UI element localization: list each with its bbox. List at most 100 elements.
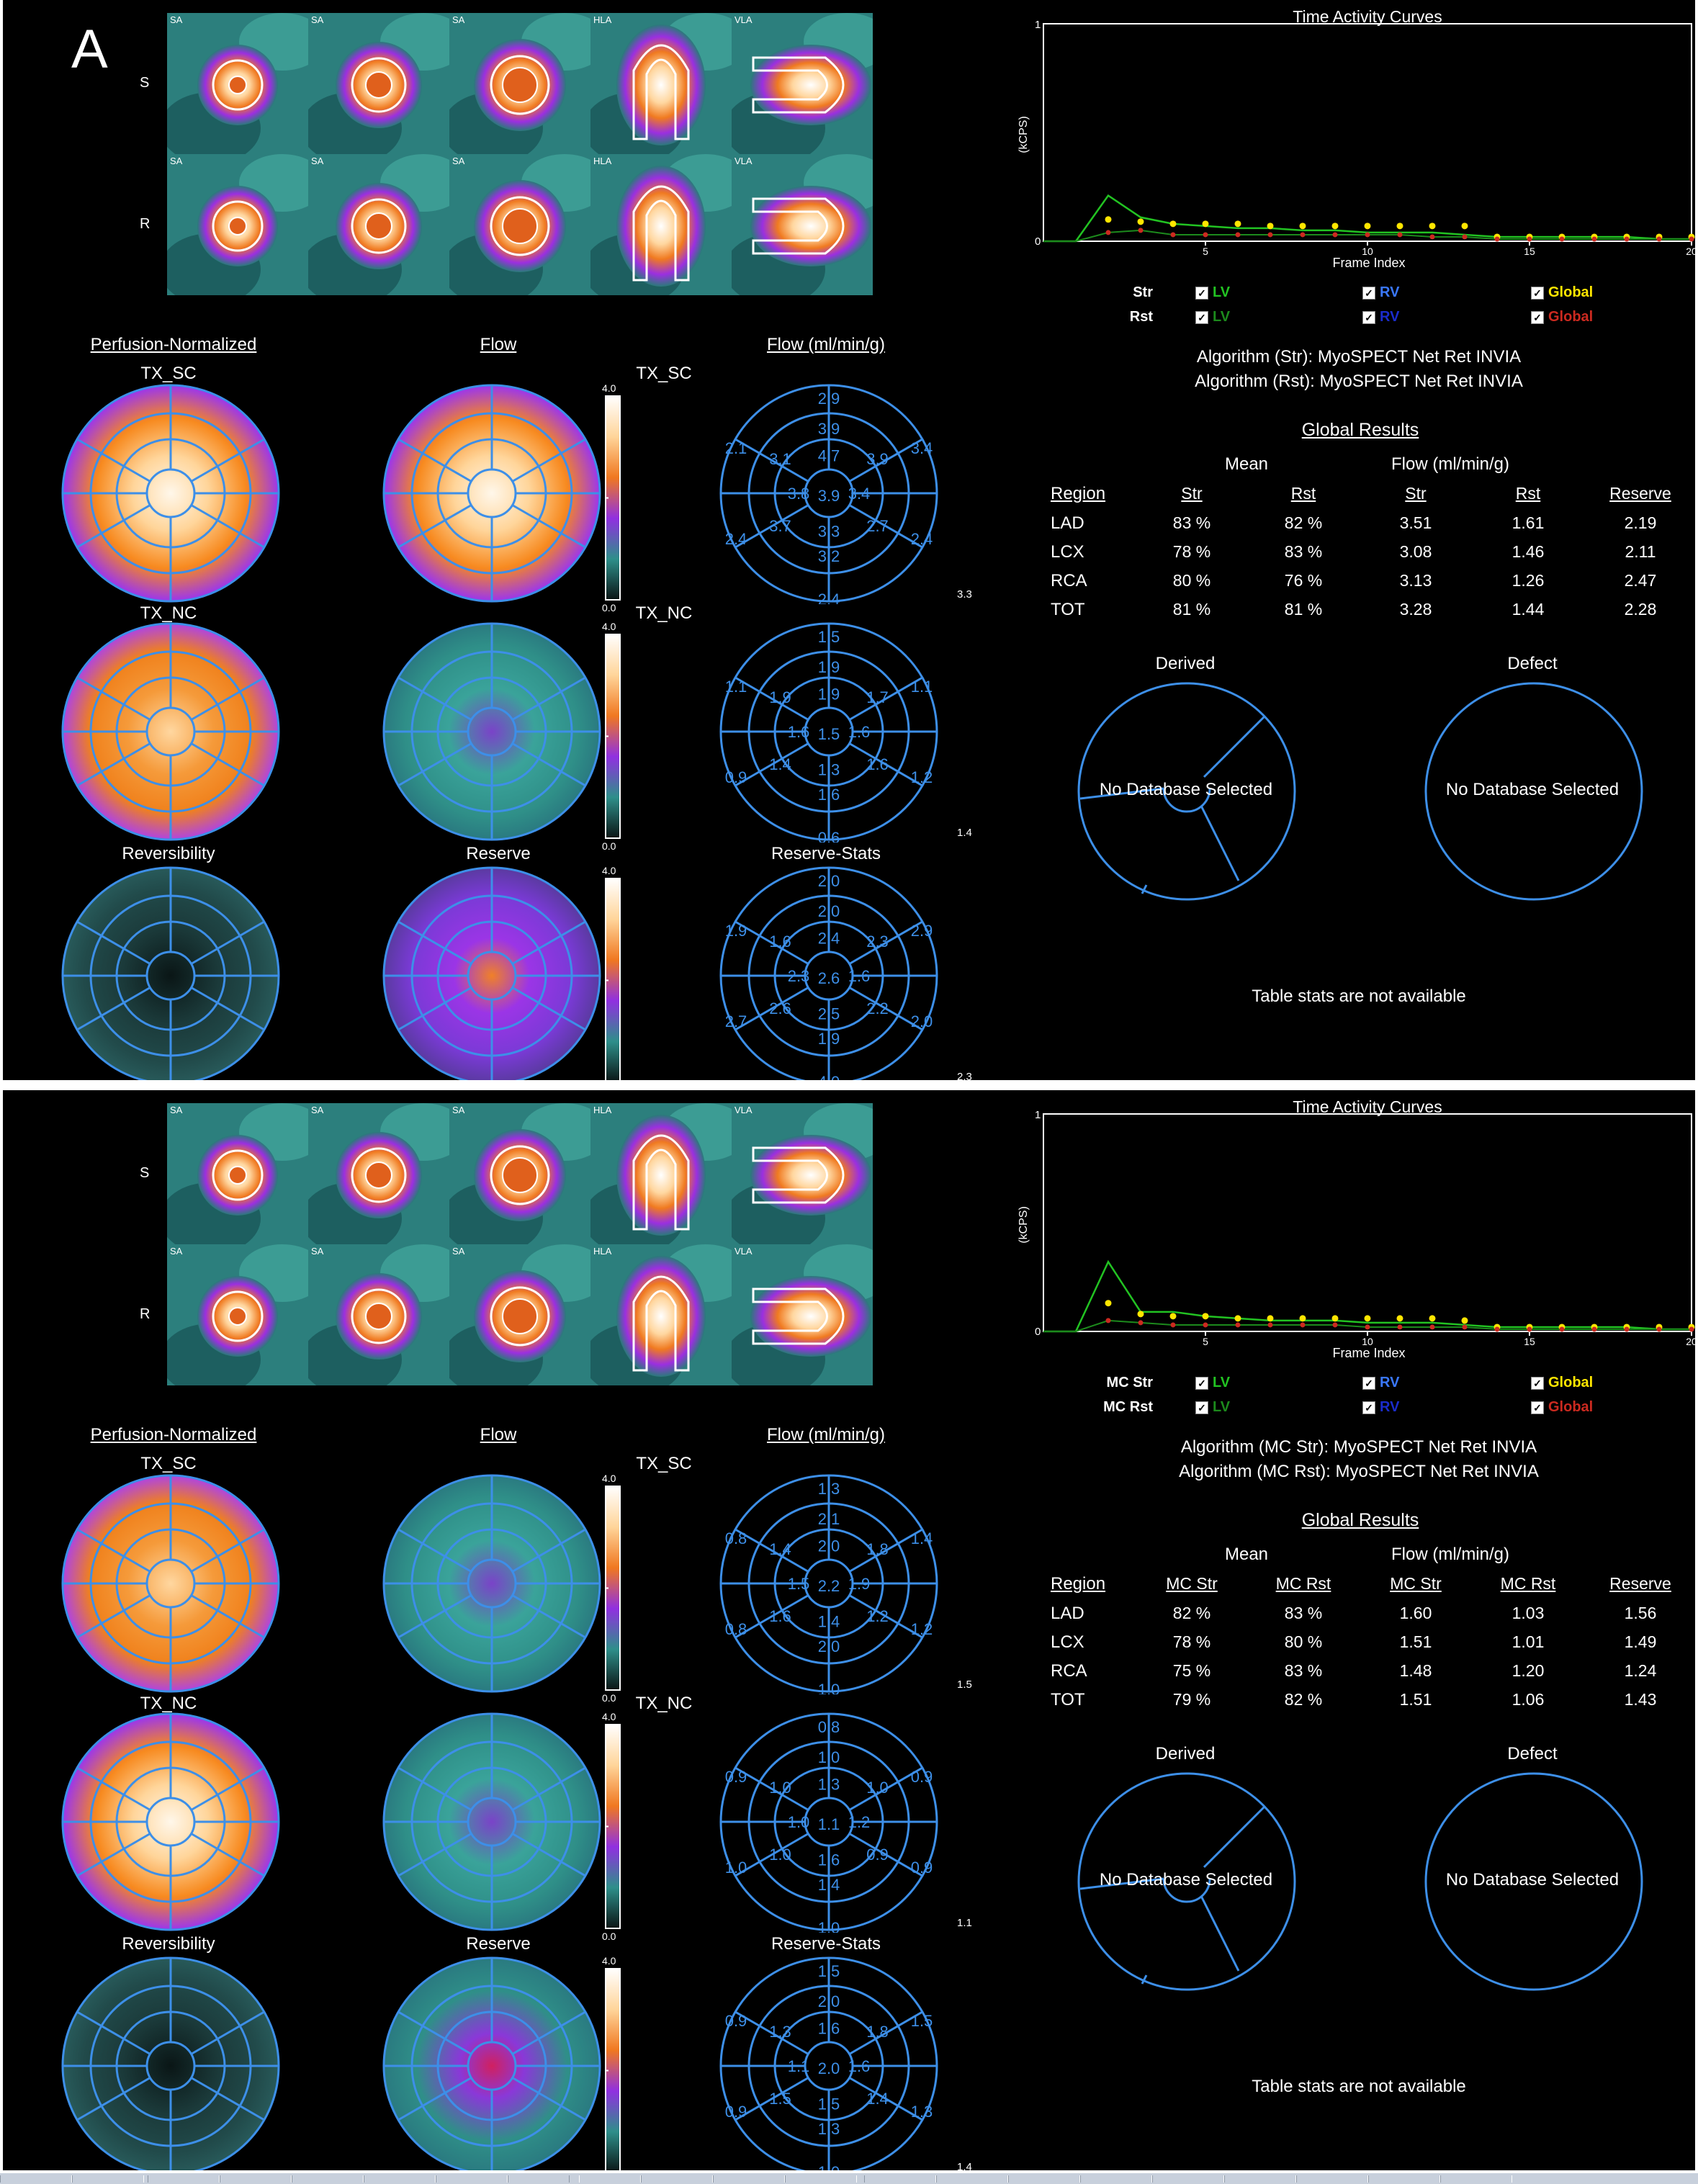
global-results-title: Global Results xyxy=(1301,1510,1419,1530)
global-point xyxy=(1137,218,1144,225)
legend-toggle-global[interactable]: ✓ Global xyxy=(1531,309,1593,325)
legend-toggle-lv[interactable]: ✓ LV xyxy=(1195,284,1230,301)
segment-value: 1.2 xyxy=(866,1607,889,1625)
legend-toggle-rv[interactable]: ✓ RV xyxy=(1362,1399,1399,1416)
legend-toggle-global[interactable]: ✓ Global xyxy=(1531,284,1593,301)
spect-slice-tile[interactable]: HLA xyxy=(590,1103,732,1244)
segment-value: 2.6 xyxy=(769,999,791,1017)
slice-label: VLA xyxy=(735,1105,753,1115)
slice-label: SA xyxy=(452,156,465,166)
polar-spoke xyxy=(848,2010,923,2055)
polar-spoke xyxy=(190,504,265,549)
spect-slice-tile[interactable]: SA xyxy=(167,13,308,154)
checkbox-checked-icon[interactable]: ✓ xyxy=(1195,1376,1208,1390)
spect-slice-tile[interactable]: VLA xyxy=(732,1103,873,1244)
results-cell: 78 % xyxy=(1172,1632,1211,1651)
flow-values-bullseye: 2.9 3.9 3.9 2.7 3.2 3.7 3.1 4.7 3.4 3.3 3.8 3.9 3.4 2… xyxy=(719,384,938,604)
segment-value: 2.0 xyxy=(818,1992,840,2010)
polar-map-fill xyxy=(63,624,279,840)
legend-toggle-lv[interactable]: ✓ LV xyxy=(1195,309,1230,325)
checkbox-checked-icon[interactable]: ✓ xyxy=(1531,1376,1544,1390)
segment-value: 1.2 xyxy=(848,1813,871,1831)
checkbox-checked-icon[interactable]: ✓ xyxy=(1362,1376,1375,1390)
spect-slice-tile[interactable]: SA xyxy=(308,1103,449,1244)
spect-slice-tile[interactable]: VLA xyxy=(732,154,873,295)
status-segment xyxy=(508,2175,580,2183)
polar-spoke xyxy=(76,2010,151,2055)
rst-global-point xyxy=(1494,1326,1500,1332)
derived-title: Derived xyxy=(1155,1744,1216,1763)
segment-value: 0.9 xyxy=(725,2103,747,2121)
spect-slice-tile[interactable]: SA xyxy=(167,154,308,295)
slice-label: SA xyxy=(311,1246,324,1257)
rst-global-point xyxy=(1365,232,1370,238)
global-point xyxy=(1461,1317,1468,1324)
scale-max: 4.0 xyxy=(602,1711,616,1722)
spect-slice-tile[interactable]: SA xyxy=(449,1244,590,1385)
slice-image xyxy=(167,1244,308,1385)
legend-toggle-global[interactable]: ✓ Global xyxy=(1531,1399,1593,1416)
checkbox-checked-icon[interactable]: ✓ xyxy=(1362,286,1375,300)
results-header: MC Str xyxy=(1390,1574,1442,1593)
spect-slice-tile[interactable]: HLA xyxy=(590,13,732,154)
row-label-rest: R xyxy=(140,216,151,232)
polar-scale-label: 1.5 xyxy=(957,1679,972,1691)
status-segment xyxy=(936,2175,1008,2183)
map-title-reserve: Reserve xyxy=(466,1934,531,1954)
legend-toggle-rv[interactable]: ✓ RV xyxy=(1362,1375,1399,1391)
segment-value: 1.7 xyxy=(866,688,889,706)
spect-slice-tile[interactable]: SA xyxy=(167,1244,308,1385)
legend-toggle-rv[interactable]: ✓ RV xyxy=(1362,309,1399,325)
polar-spoke xyxy=(511,2010,586,2055)
legend-toggle-global[interactable]: ✓ Global xyxy=(1531,1375,1593,1391)
checkbox-checked-icon[interactable]: ✓ xyxy=(1531,286,1544,300)
segment-value: 0.6 xyxy=(818,829,840,842)
segment-value: 1.9 xyxy=(769,688,791,706)
spect-slice-tile[interactable]: SA xyxy=(167,1103,308,1244)
checkbox-checked-icon[interactable]: ✓ xyxy=(1531,1401,1544,1414)
algorithm-line: Algorithm (MC Str): MyoSPECT Net Ret INV… xyxy=(1180,1437,1537,1457)
results-cell: 1.03 xyxy=(1511,1604,1545,1622)
polar-map-fill xyxy=(384,385,600,601)
polar-spoke xyxy=(735,987,809,1031)
spect-slice-tile[interactable]: SA xyxy=(308,13,449,154)
checkbox-checked-icon[interactable]: ✓ xyxy=(1195,286,1208,300)
spect-slice-tile[interactable]: SA xyxy=(308,1244,449,1385)
spect-slice-tile[interactable]: HLA xyxy=(590,1244,732,1385)
scale-min: 0.0 xyxy=(602,1931,616,1942)
segment-value: 2.4 xyxy=(911,530,933,548)
checkbox-checked-icon[interactable]: ✓ xyxy=(1362,310,1375,324)
checkbox-checked-icon[interactable]: ✓ xyxy=(1362,1401,1375,1414)
legend-toggle-lv[interactable]: ✓ LV xyxy=(1195,1375,1230,1391)
polar-spoke xyxy=(76,676,151,721)
polar-spoke xyxy=(397,438,472,482)
spect-slice-tile[interactable]: SA xyxy=(308,154,449,295)
segment-value: 1.9 xyxy=(818,1030,840,1048)
legend-toggle-rv[interactable]: ✓ RV xyxy=(1362,284,1399,301)
rst-global-point xyxy=(1267,232,1273,238)
checkbox-checked-icon[interactable]: ✓ xyxy=(1531,310,1544,324)
rst-global-point xyxy=(1138,228,1144,233)
rst-global-point xyxy=(1559,236,1565,242)
polar-spoke xyxy=(848,742,923,787)
segment-value: 2.0 xyxy=(818,2059,840,2077)
checkbox-checked-icon[interactable]: ✓ xyxy=(1195,310,1208,324)
spect-slice-tile[interactable]: VLA xyxy=(732,13,873,154)
polar-spoke xyxy=(76,987,151,1031)
spect-slice-tile[interactable]: SA xyxy=(449,154,590,295)
spect-slice-tile[interactable]: HLA xyxy=(590,154,732,295)
y-tick-top: 1 xyxy=(1035,1109,1041,1121)
legend-toggle-lv[interactable]: ✓ LV xyxy=(1195,1399,1230,1416)
spect-slice-tile[interactable]: SA xyxy=(449,1103,590,1244)
segment-value: 1.4 xyxy=(818,1876,840,1894)
results-header: Reserve xyxy=(1609,484,1671,503)
global-point xyxy=(1105,216,1112,223)
results-cell: 1.26 xyxy=(1511,571,1545,590)
spect-slice-tile[interactable]: VLA xyxy=(732,1244,873,1385)
spect-slice-tile[interactable]: SA xyxy=(449,13,590,154)
slice-image xyxy=(308,154,449,295)
checkbox-checked-icon[interactable]: ✓ xyxy=(1195,1401,1208,1414)
rst-global-point xyxy=(1689,236,1694,242)
segment-value: 1.1 xyxy=(818,1815,840,1833)
global-point xyxy=(1169,220,1177,228)
